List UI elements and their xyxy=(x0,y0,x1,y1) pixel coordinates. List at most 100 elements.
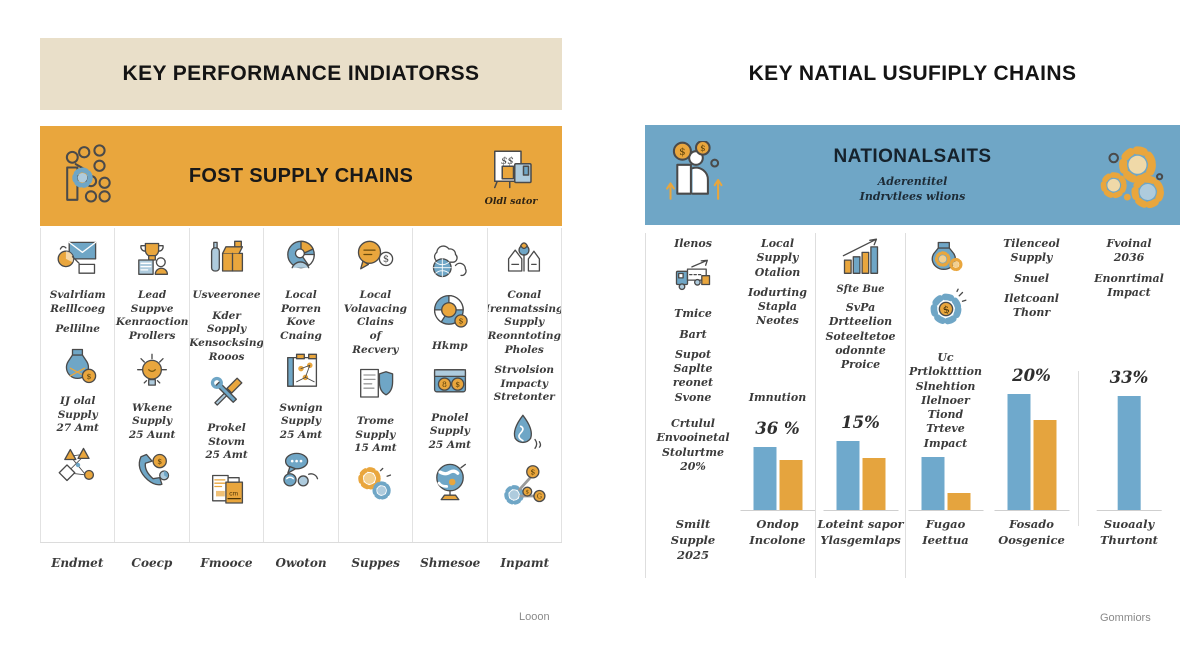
chat-people-icon xyxy=(278,449,324,493)
bar-blue xyxy=(836,441,859,510)
svg-text:$: $ xyxy=(157,458,162,467)
network-nodes-icon xyxy=(55,443,101,487)
clouds-icon xyxy=(427,238,473,282)
kpi-table-column: $ Local Volavacing Clains of Recvery Trome… xyxy=(337,228,412,542)
bar-blue xyxy=(1117,396,1141,510)
svg-text:8: 8 xyxy=(442,379,447,388)
whiteboard-icon: $$ xyxy=(484,145,538,195)
pie-person-icon xyxy=(278,238,324,282)
column-footer-label: Suoaaly Thurtont xyxy=(1100,517,1158,547)
fost-supply-banner: FOST SUPPLY CHAINS $$ Oldl sator xyxy=(40,126,562,226)
bars-group xyxy=(1007,394,1056,510)
nationals-column: Ilenos Tmice Bart Supot Saplte reonet Svone… xyxy=(645,233,740,578)
cell-text: Supot Saplte reonet Svone xyxy=(672,347,714,404)
cell-text: Wkene Supply 25 Aunt xyxy=(128,401,176,441)
svg-text:$: $ xyxy=(941,304,950,316)
kpi-table-column: Usveeronee Kder Sopply Kensocksing Rooos P… xyxy=(188,228,263,542)
wallet-coins-icon: 8 $ xyxy=(427,361,473,405)
column-footer-label: Fmooce xyxy=(200,556,253,570)
svg-text:cm: cm xyxy=(229,490,238,497)
cell-text: Bart xyxy=(679,327,707,341)
kpi-title: KEY PERFORMANCE INDIATORSS xyxy=(122,62,480,85)
mini-bar-chart: 36 % xyxy=(740,419,815,511)
column-footer-label: Suppes xyxy=(351,556,400,570)
bar-growth-icon xyxy=(838,237,884,281)
bars-group xyxy=(1117,396,1141,510)
buildings-tree-icon xyxy=(501,238,547,282)
bars-group xyxy=(921,457,970,510)
nationals-subtitle: Aderentitel Indrvtlees wlions xyxy=(859,174,966,203)
column-footer-label: Coecp xyxy=(131,556,173,570)
cell-text: Local Porren Kove Cnaing xyxy=(280,289,322,342)
bar-orange xyxy=(862,458,885,510)
cell-text: Lead Suppve Kenraoction Prollers xyxy=(115,289,189,342)
percent-label: 20% xyxy=(1012,366,1051,385)
cell-text: IJ olal Supply 27 Amt xyxy=(56,394,99,435)
dollar-gear-icon: $ xyxy=(923,287,969,331)
kpi-table-column: Conal Irenmatssing Supply Reonntoting Ph… xyxy=(486,228,562,542)
kpi-table-column: Lead Suppve Kenraoction Prollers Wkene Su… xyxy=(114,228,188,542)
cell-text: Trome Supply 15 Amt xyxy=(354,415,397,455)
docs-cm-icon: cm xyxy=(204,470,250,514)
cell-text: Local Supply Otalion xyxy=(754,237,801,279)
whiteboard-caption: Oldl sator xyxy=(484,196,538,207)
nationals-column: Sfte Bue SvPa Drtteelion Soteeltetoe odon… xyxy=(815,233,905,578)
nationals-column: Fvoinal 2036 Enonrtimal Impact 33% Suoaaly … xyxy=(1078,233,1180,578)
cell-text: Snuel xyxy=(1013,271,1050,285)
cell-text: Imnution xyxy=(748,390,807,404)
nationals-column: $ Uc Prtloktttion Slnehtion Ilelnoer Tion… xyxy=(905,233,985,578)
mini-bar-chart: 33% xyxy=(1096,368,1162,511)
cell-text: SvPa Drtteelion Soteeltetoe odonnte Proi… xyxy=(825,301,896,372)
bulb-icon xyxy=(129,351,175,395)
envelope-monitor-icon xyxy=(55,238,101,282)
globe-stand-icon xyxy=(427,460,473,504)
icon-caption: Sfte Bue xyxy=(836,284,885,295)
cell-text: Enonrtimal Impact xyxy=(1094,271,1164,299)
bar-blue xyxy=(753,447,776,510)
ring-chart-icon: $ xyxy=(427,289,473,333)
svg-text:$$: $$ xyxy=(501,156,514,167)
cell-text: Pnolel Supply 25 Amt xyxy=(428,411,471,451)
cell-text: Local Volavacing Clains of Recvery xyxy=(343,289,408,356)
kpi-table-column: Local Porren Kove Cnaing Swnign Supply 25… xyxy=(263,228,337,542)
phone-coin-icon: $ xyxy=(129,449,175,493)
bar-orange xyxy=(1033,420,1056,510)
cell-text: Uc Prtloktttion Slnehtion Ilelnoer Tiond… xyxy=(908,351,983,450)
mini-bar-chart: 15% xyxy=(823,413,898,511)
circuit-board-icon xyxy=(278,351,324,395)
doc-shield-icon xyxy=(352,364,398,408)
column-footer-label: Smilt Supple 2025 xyxy=(670,517,716,563)
svg-text:$: $ xyxy=(458,317,463,326)
person-coins-icon: $ $ xyxy=(660,141,732,209)
bar-blue xyxy=(921,457,944,510)
cell-text: Svalrliam Relllcoeg xyxy=(49,289,106,315)
nationals-columns: Ilenos Tmice Bart Supot Saplte reonet Svone… xyxy=(645,233,1180,578)
mini-bar-chart xyxy=(908,457,983,511)
right-infographic-panel: KEY NATIAL USUFIPLY CHAINS $ $ NATIONALSA… xyxy=(645,62,1180,578)
bars-group xyxy=(836,441,885,510)
cell-text: Tmice xyxy=(674,307,712,321)
cell-text: Usveeronee xyxy=(192,289,261,301)
svg-text:$: $ xyxy=(526,490,530,496)
nationals-column: Local Supply Otalion Iodurting Stapla Neo… xyxy=(740,233,815,578)
percent-label: 15% xyxy=(841,413,880,432)
moneybag-coin-icon: $ xyxy=(55,344,101,388)
kpi-table-column: $ Hkmp 8 $ Pnolel Supply 25 Amt xyxy=(412,228,486,542)
bar-orange xyxy=(947,493,970,510)
cell-text: Tilenceol Supply xyxy=(1003,237,1060,265)
mini-bar-chart: 20% xyxy=(994,366,1069,511)
nationals-title: NATIONALSAITS xyxy=(833,145,992,167)
svg-text:G: G xyxy=(537,493,542,501)
chat-dollar-icon: $ xyxy=(352,238,398,282)
kpi-header-band: KEY PERFORMANCE INDIATORSS xyxy=(40,38,562,110)
column-footer-label: Loteint sapor Ylasgemlaps xyxy=(817,517,904,547)
cell-text: Fvoinal 2036 xyxy=(1106,237,1152,265)
kpi-table: Svalrliam Relllcoeg Pellilne $ IJ olal Supp… xyxy=(40,228,562,543)
left-infographic-panel: KEY PERFORMANCE INDIATORSS FOST SUPPLY C… xyxy=(40,38,562,570)
fost-supply-title: FOST SUPPLY CHAINS xyxy=(188,164,414,187)
cell-text: Strvolsion Impacty Stretonter xyxy=(493,364,555,404)
footer-right-caption: Gommiors xyxy=(1100,612,1151,624)
percent-label: 36 % xyxy=(755,419,800,438)
right-title: KEY NATIAL USUFIPLY CHAINS xyxy=(748,62,1077,85)
column-footer-label: Inpamt xyxy=(500,556,550,570)
